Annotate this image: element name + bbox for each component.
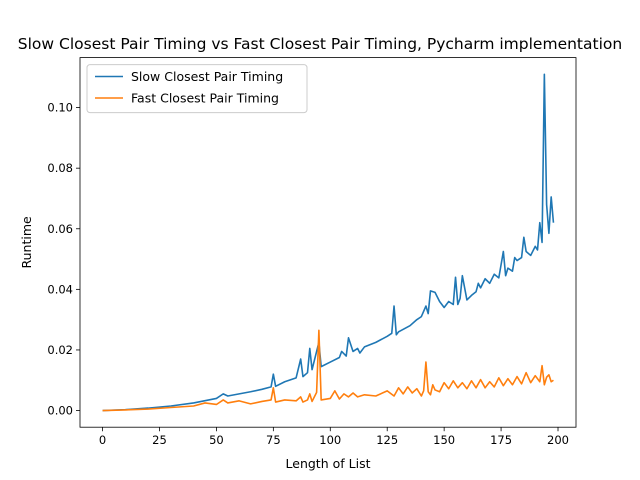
y-axis-label: Runtime xyxy=(19,216,34,269)
y-tick-label: 0.00 xyxy=(47,404,73,418)
x-tick-label: 25 xyxy=(152,433,167,447)
x-tick-label: 200 xyxy=(547,433,569,447)
x-axis-label: Length of List xyxy=(286,456,371,471)
legend-label-2: Fast Closest Pair Timing xyxy=(131,91,279,106)
x-tick-label: 175 xyxy=(490,433,512,447)
series-line-1 xyxy=(102,73,555,412)
series-line-2 xyxy=(102,329,554,412)
chart-title: Slow Closest Pair Timing vs Fast Closest… xyxy=(18,35,622,53)
y-tick-label: 0.06 xyxy=(47,222,73,236)
y-tick-label: 0.04 xyxy=(47,282,73,296)
x-tick-label: 125 xyxy=(376,433,398,447)
x-axis: 0 25 50 75 100 125 150 175 200 xyxy=(99,427,569,447)
legend-label-1: Slow Closest Pair Timing xyxy=(131,69,283,84)
legend: Slow Closest Pair Timing Fast Closest Pai… xyxy=(86,64,308,114)
legend-box xyxy=(86,64,308,114)
x-tick-label: 100 xyxy=(319,433,341,447)
series-layer xyxy=(102,73,555,412)
y-axis: 0.00 0.02 0.04 0.06 0.08 0.10 xyxy=(47,101,80,418)
y-tick-label: 0.08 xyxy=(47,161,73,175)
x-tick-label: 75 xyxy=(266,433,281,447)
x-tick-label: 0 xyxy=(99,433,106,447)
y-tick-label: 0.10 xyxy=(47,101,73,115)
plot-frame xyxy=(79,57,577,428)
x-tick-label: 50 xyxy=(209,433,224,447)
y-tick-label: 0.02 xyxy=(47,343,73,357)
x-tick-label: 150 xyxy=(433,433,455,447)
